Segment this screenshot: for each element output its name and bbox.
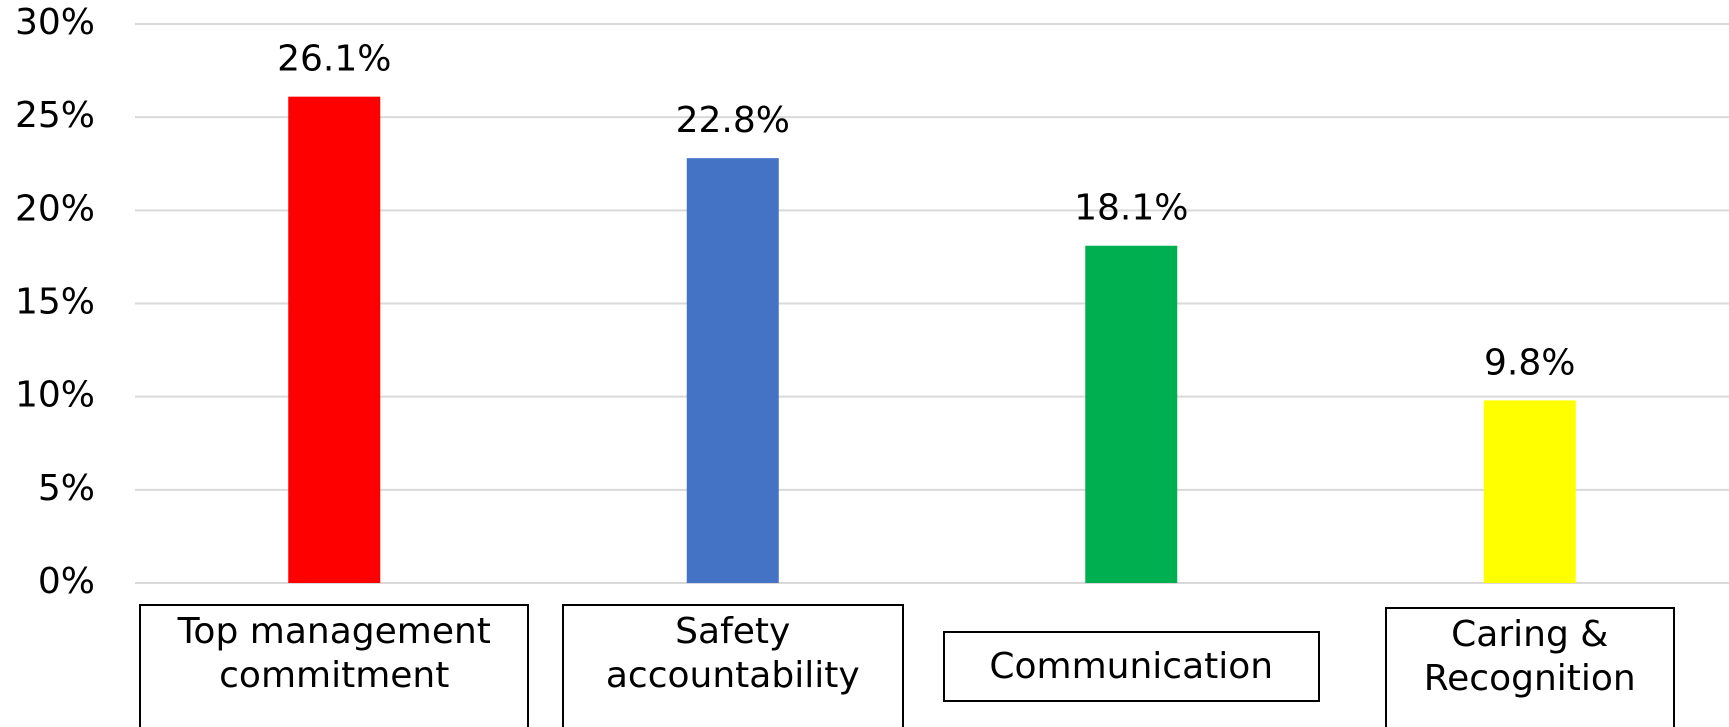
x-tick-label: Top management commitment (139, 604, 530, 727)
y-tick-label: 30% (15, 2, 95, 43)
data-label: 18.1% (1074, 188, 1188, 229)
x-tick-label: Caring & Recognition (1384, 607, 1675, 727)
bar (1085, 245, 1178, 583)
y-tick-label: 5% (38, 468, 95, 509)
data-label: 9.8% (1484, 342, 1575, 383)
x-tick-label: Safety accountability (561, 604, 904, 727)
x-tick-label: Communication (942, 631, 1320, 702)
y-tick-label: 15% (15, 282, 95, 323)
data-label: 22.8% (676, 100, 790, 141)
y-tick-label: 10% (15, 375, 95, 416)
y-tick-label: 0% (38, 561, 95, 602)
y-tick-label: 25% (15, 95, 95, 136)
bar (1483, 400, 1576, 583)
y-tick-label: 20% (15, 188, 95, 229)
bar (288, 96, 381, 584)
data-label: 26.1% (277, 39, 391, 80)
bar (686, 158, 779, 583)
